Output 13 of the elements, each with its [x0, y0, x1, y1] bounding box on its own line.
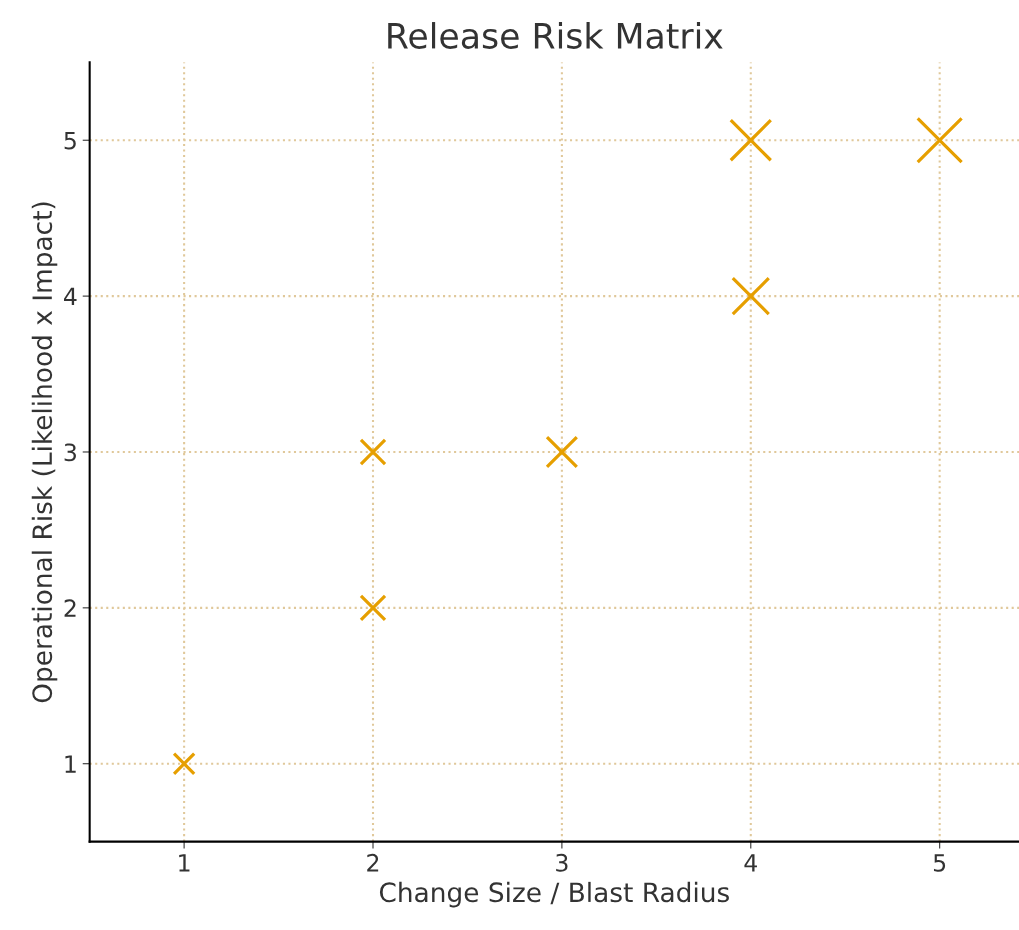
x-tick-label: 5 — [933, 854, 946, 872]
y-tick-label: 3 — [64, 443, 76, 462]
x-axis-title: Change Size / Blast Radius — [379, 881, 729, 908]
chart-title: Release Risk Matrix — [388, 22, 723, 49]
x-tick-label: 4 — [744, 854, 757, 872]
x-tick-label: 2 — [367, 853, 379, 872]
y-tick-label: 5 — [64, 132, 76, 150]
x-tick-label: 3 — [556, 853, 568, 872]
x-tick-label: 1 — [179, 854, 190, 872]
y-tick-label: 2 — [64, 599, 76, 617]
y-axis-title: Operational Risk (Likelihood x Impact) — [31, 202, 58, 703]
y-tick-label: 4 — [64, 287, 77, 306]
y-tick-label: 1 — [65, 755, 76, 773]
